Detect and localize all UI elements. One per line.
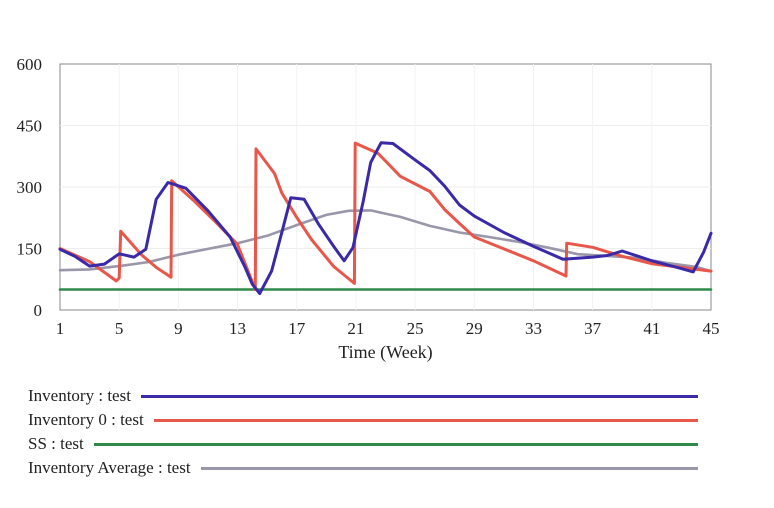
- legend-label: Inventory : test: [28, 386, 131, 405]
- x-tick-label: 33: [525, 319, 542, 338]
- legend-item: Inventory 0 : test: [28, 408, 728, 432]
- legend-item: Inventory : test: [28, 384, 728, 408]
- x-tick-label: 41: [643, 319, 660, 338]
- x-tick-label: 17: [288, 319, 306, 338]
- legend-swatch: [93, 442, 698, 446]
- y-tick-label: 150: [17, 240, 43, 259]
- series-line-inventory-test: [58, 141, 713, 296]
- series-line-inventory-average-test: [58, 209, 713, 273]
- y-tick-label: 0: [34, 301, 43, 320]
- gridlines: [60, 64, 711, 310]
- legend-label: Inventory 0 : test: [28, 410, 144, 429]
- legend-swatch: [153, 418, 698, 422]
- y-tick-label: 600: [17, 55, 43, 74]
- x-tick-label: 25: [407, 319, 424, 338]
- legend-label: SS : test: [28, 434, 84, 453]
- legend: Inventory : test Inventory 0 : test SS : t…: [28, 384, 728, 480]
- line-chart: 0 150 300 450 600 1 5 9 13 17 21 25 29 33 37 41 45 Time…: [17, 55, 720, 363]
- legend-label: Inventory Average : test: [28, 458, 191, 477]
- x-axis-title: Time (Week): [338, 342, 432, 363]
- y-tick-label: 450: [17, 117, 43, 136]
- y-axis-ticks: 0 150 300 450 600: [17, 55, 43, 320]
- series-layer: [58, 141, 713, 296]
- x-tick-label: 37: [584, 319, 602, 338]
- x-tick-label: 13: [229, 319, 246, 338]
- series-line-inventory-0-test: [58, 141, 713, 291]
- legend-swatch: [140, 394, 698, 398]
- legend-item: Inventory Average : test: [28, 456, 728, 480]
- x-tick-label: 1: [56, 319, 65, 338]
- legend-swatch: [200, 466, 698, 470]
- y-tick-label: 300: [17, 178, 43, 197]
- x-tick-label: 9: [174, 319, 183, 338]
- legend-item: SS : test: [28, 432, 728, 456]
- x-tick-label: 5: [115, 319, 124, 338]
- x-axis-ticks: 1 5 9 13 17 21 25 29 33 37 41 45: [56, 319, 720, 338]
- x-tick-label: 45: [703, 319, 720, 338]
- x-tick-label: 21: [347, 319, 364, 338]
- x-tick-label: 29: [466, 319, 483, 338]
